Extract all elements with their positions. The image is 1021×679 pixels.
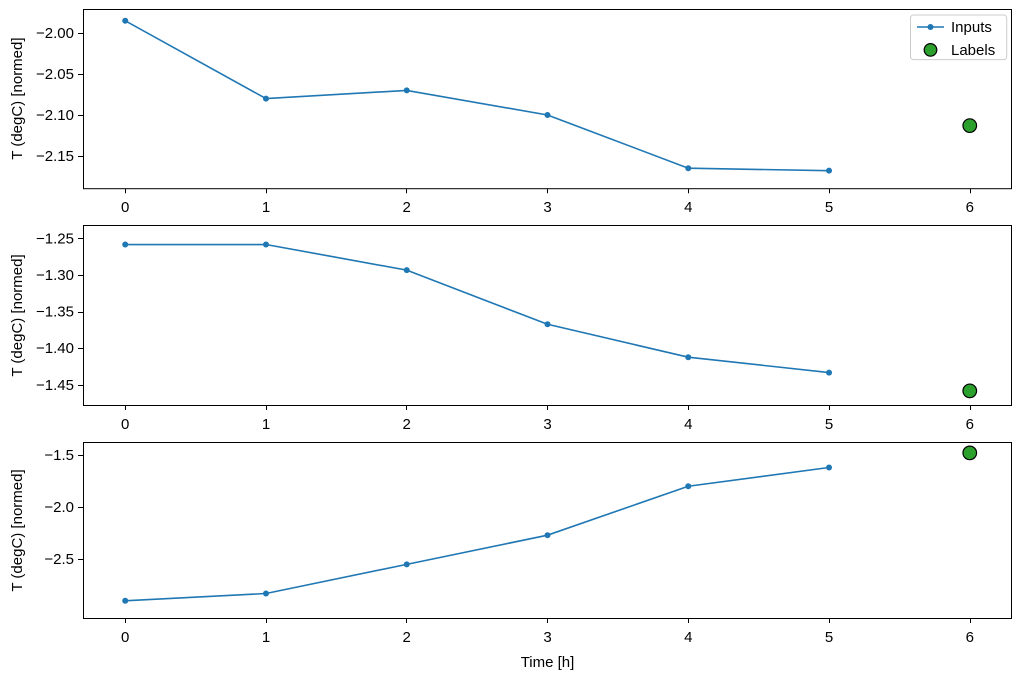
svg-text:−2.0: −2.0 [44,499,74,516]
svg-text:T (degC) [normed]: T (degC) [normed] [9,37,26,159]
svg-text:−1.30: −1.30 [36,267,74,284]
svg-text:−2.05: −2.05 [36,66,74,83]
svg-text:2: 2 [403,416,411,433]
svg-text:−1.25: −1.25 [36,231,74,248]
svg-text:T (degC) [normed]: T (degC) [normed] [9,469,26,591]
svg-text:3: 3 [543,416,551,433]
svg-text:Time [h]: Time [h] [521,654,575,671]
svg-text:0: 0 [121,629,129,646]
svg-text:6: 6 [966,416,974,433]
svg-text:Labels: Labels [951,42,995,59]
svg-text:−2.15: −2.15 [36,148,74,165]
svg-text:0: 0 [121,199,129,216]
svg-text:2: 2 [403,199,411,216]
svg-text:5: 5 [825,199,833,216]
svg-text:1: 1 [262,199,270,216]
svg-text:0: 0 [121,416,129,433]
svg-text:1: 1 [262,416,270,433]
svg-text:−1.45: −1.45 [36,377,74,394]
svg-text:4: 4 [684,199,692,216]
svg-text:Inputs: Inputs [951,19,992,36]
svg-text:−2.10: −2.10 [36,107,74,124]
svg-text:2: 2 [403,629,411,646]
svg-text:3: 3 [543,199,551,216]
svg-text:4: 4 [684,629,692,646]
svg-text:5: 5 [825,416,833,433]
svg-text:6: 6 [966,629,974,646]
svg-text:4: 4 [684,416,692,433]
svg-text:−1.40: −1.40 [36,340,74,357]
svg-text:T (degC) [normed]: T (degC) [normed] [9,254,26,376]
svg-text:−1.5: −1.5 [44,447,74,464]
svg-text:−2.00: −2.00 [36,25,74,42]
svg-text:−2.5: −2.5 [44,551,74,568]
svg-text:3: 3 [543,629,551,646]
svg-text:1: 1 [262,629,270,646]
svg-text:5: 5 [825,629,833,646]
svg-text:6: 6 [966,199,974,216]
svg-text:−1.35: −1.35 [36,304,74,321]
